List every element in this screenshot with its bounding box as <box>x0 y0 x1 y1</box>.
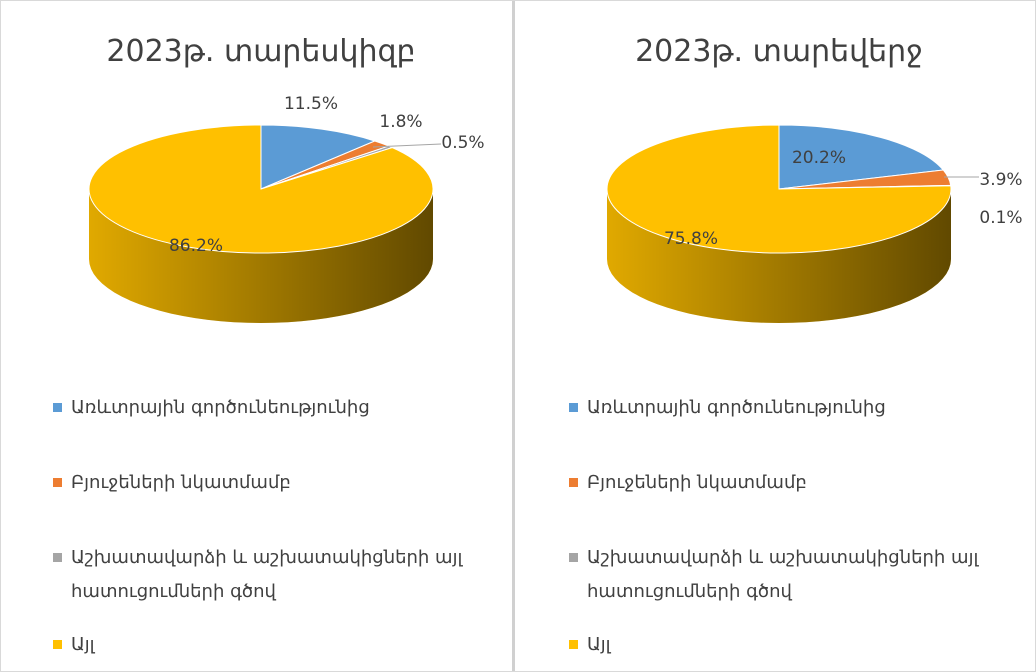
chart: 2023թ. տարեվերջ 20.2% 3.9% 0.1% 75.8% <box>606 34 1023 323</box>
chart-title: 2023թ. տարեսկիզբ <box>106 34 415 69</box>
legend-swatch <box>53 640 62 649</box>
separator <box>512 1 515 671</box>
legend-item: Բյուջեների նկատմամբ <box>53 466 511 500</box>
legend-label: Աշխատավարձի և աշխատակիցների այլ հատուցու… <box>587 547 979 602</box>
legend-swatch <box>53 553 62 562</box>
legend-label: Բյուջեների նկատմամբ <box>71 472 291 493</box>
legend-swatch <box>569 553 578 562</box>
chart-title: 2023թ. տարեվերջ <box>635 34 923 69</box>
legend-item: Այլ <box>569 628 1027 662</box>
legend-swatch <box>53 403 62 412</box>
legend-label: Բյուջեների նկատմամբ <box>587 472 807 493</box>
data-label: 11.5% <box>284 94 338 114</box>
data-label: 3.9% <box>979 170 1022 190</box>
slice <box>88 124 434 254</box>
legend-swatch <box>569 478 578 487</box>
chart-panel: 2023թ. տարեսկիզբ 11.5% 1.8% 0.5% 86.2% Առևտրա… <box>1 1 513 671</box>
legend-item: Առևտրային գործունեությունից <box>53 391 511 425</box>
chart-panel: 2023թ. տարեվերջ 20.2% 3.9% 0.1% 75.8% Առևտրայ… <box>517 1 1029 671</box>
slice <box>778 124 945 190</box>
legend-swatch <box>569 403 578 412</box>
legend-label: Առևտրային գործունեությունից <box>71 397 370 418</box>
leader-line <box>372 143 442 148</box>
data-label: 0.1% <box>979 208 1022 228</box>
slice-side-shade <box>607 189 951 323</box>
legend-item: Աշխատավարձի և աշխատակիցների այլ հատուցու… <box>569 541 1027 609</box>
legend-label: Այլ <box>71 634 95 655</box>
legend-item: Բյուջեների նկատմամբ <box>569 466 1027 500</box>
data-label: 0.5% <box>441 133 484 153</box>
legend-label: Առևտրային գործունեությունից <box>587 397 886 418</box>
legend-swatch <box>569 640 578 649</box>
slice <box>260 124 377 190</box>
legend-item: Այլ <box>53 628 511 662</box>
data-label: 75.8% <box>664 229 718 249</box>
legend-item: Առևտրային գործունեությունից <box>569 391 1027 425</box>
data-label: 20.2% <box>792 148 846 168</box>
legend-label: Աշխատավարձի և աշխատակիցների այլ հատուցու… <box>71 547 463 602</box>
data-label: 1.8% <box>379 112 422 132</box>
slice-side-shade <box>89 189 433 323</box>
legend-label: Այլ <box>587 634 611 655</box>
data-label: 86.2% <box>169 236 223 256</box>
slice <box>606 124 952 254</box>
chart: 2023թ. տարեսկիզբ 11.5% 1.8% 0.5% 86.2% <box>88 34 485 323</box>
legend-item: Աշխատավարձի և աշխատակիցների այլ հատուցու… <box>53 541 511 609</box>
legend-swatch <box>53 478 62 487</box>
